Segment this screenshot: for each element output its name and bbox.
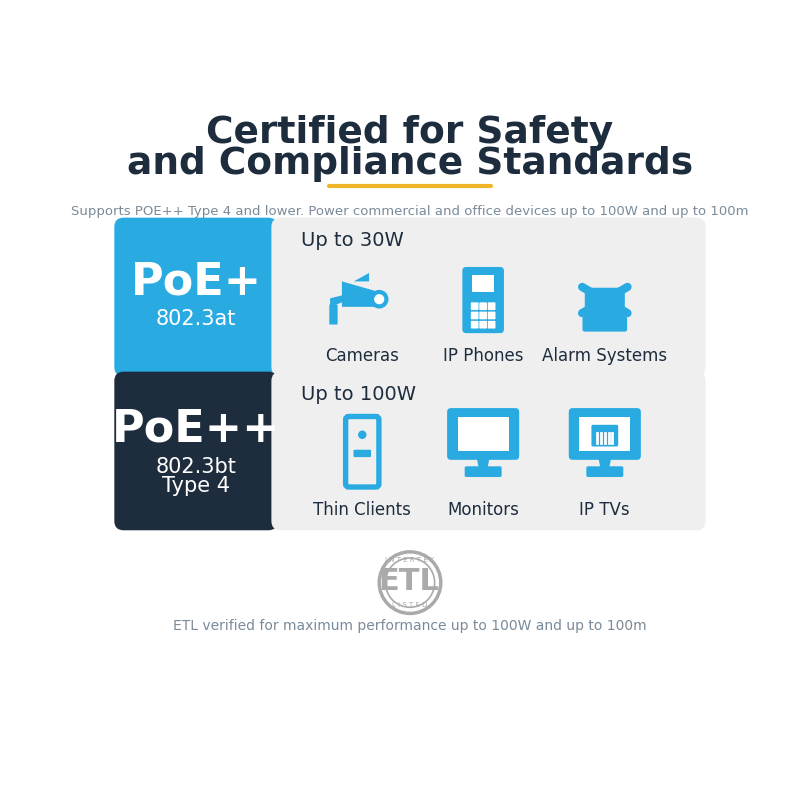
Polygon shape — [476, 456, 490, 469]
FancyBboxPatch shape — [591, 425, 618, 446]
FancyBboxPatch shape — [330, 304, 338, 325]
FancyBboxPatch shape — [471, 302, 478, 310]
Text: 802.3at: 802.3at — [156, 310, 236, 330]
FancyBboxPatch shape — [465, 466, 502, 477]
FancyBboxPatch shape — [462, 267, 504, 333]
Polygon shape — [330, 295, 344, 307]
FancyBboxPatch shape — [472, 275, 494, 292]
FancyBboxPatch shape — [271, 218, 706, 376]
FancyBboxPatch shape — [471, 311, 478, 319]
FancyBboxPatch shape — [458, 417, 509, 451]
Text: IP Phones: IP Phones — [443, 347, 523, 366]
Text: Certified for Safety: Certified for Safety — [206, 115, 614, 151]
Polygon shape — [598, 456, 611, 469]
Text: L I S T E D: L I S T E D — [392, 602, 428, 608]
Text: Up to 100W: Up to 100W — [301, 386, 416, 404]
Text: Thin Clients: Thin Clients — [314, 502, 411, 519]
Text: Up to 30W: Up to 30W — [301, 231, 403, 250]
FancyBboxPatch shape — [479, 302, 487, 310]
Text: ETL: ETL — [378, 566, 439, 595]
FancyBboxPatch shape — [471, 321, 478, 329]
Text: IP TVs: IP TVs — [579, 502, 630, 519]
Text: ETL verified for maximum performance up to 100W and up to 100m: ETL verified for maximum performance up … — [173, 618, 647, 633]
FancyBboxPatch shape — [114, 218, 278, 376]
Text: 802.3bt: 802.3bt — [155, 457, 236, 477]
FancyBboxPatch shape — [479, 321, 487, 329]
Text: Alarm Systems: Alarm Systems — [542, 347, 667, 366]
FancyBboxPatch shape — [586, 466, 623, 477]
FancyBboxPatch shape — [582, 316, 627, 332]
FancyBboxPatch shape — [488, 302, 495, 310]
FancyBboxPatch shape — [479, 311, 487, 319]
Text: and Compliance Standards: and Compliance Standards — [127, 146, 693, 182]
Text: c: c — [422, 574, 428, 585]
FancyBboxPatch shape — [354, 450, 371, 457]
Text: Cameras: Cameras — [326, 347, 399, 366]
Text: Type 4: Type 4 — [162, 476, 230, 496]
FancyBboxPatch shape — [447, 408, 519, 460]
Circle shape — [358, 430, 366, 439]
FancyBboxPatch shape — [488, 311, 495, 319]
Polygon shape — [342, 282, 378, 307]
Text: Monitors: Monitors — [447, 502, 519, 519]
Text: PoE++: PoE++ — [112, 407, 280, 450]
FancyBboxPatch shape — [114, 372, 278, 530]
FancyBboxPatch shape — [585, 288, 625, 326]
Circle shape — [370, 290, 389, 309]
FancyBboxPatch shape — [569, 408, 641, 460]
FancyBboxPatch shape — [488, 321, 495, 329]
Circle shape — [374, 294, 384, 304]
Text: Supports POE++ Type 4 and lower. Power commercial and office devices up to 100W : Supports POE++ Type 4 and lower. Power c… — [71, 205, 749, 218]
Polygon shape — [354, 273, 369, 282]
Text: PoE+: PoE+ — [130, 261, 262, 304]
Text: I N T E R T E K: I N T E R T E K — [386, 558, 434, 563]
FancyBboxPatch shape — [271, 372, 706, 530]
FancyBboxPatch shape — [579, 417, 630, 451]
